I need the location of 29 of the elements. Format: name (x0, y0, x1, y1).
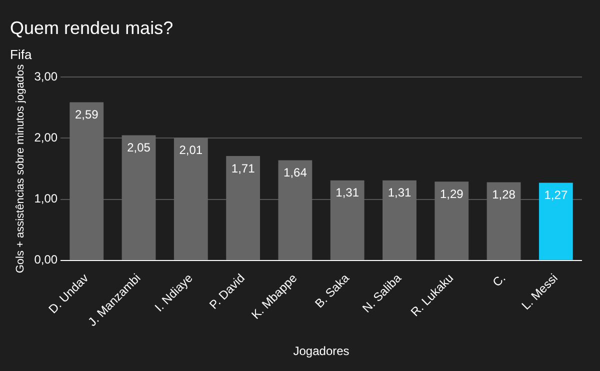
data-label: 1,64 (284, 166, 308, 180)
chart-subtitle: Fifa (10, 46, 32, 62)
y-tick-label: 2,00 (34, 130, 58, 145)
data-label: 1,29 (440, 186, 464, 201)
bar (330, 180, 364, 260)
y-tick-label: 0,00 (34, 252, 58, 267)
data-label: 1,31 (388, 186, 412, 200)
x-axis-title: Jogadores (293, 344, 350, 358)
data-label: 2,01 (179, 142, 203, 157)
chart-title: Quem rendeu mais? (10, 18, 174, 38)
bar (174, 138, 208, 260)
bar (278, 160, 312, 260)
y-axis-title: Gols + assistências sobre minutos jogados (14, 64, 27, 274)
data-label: 2,59 (74, 108, 99, 122)
bar (382, 180, 416, 260)
bar (486, 182, 521, 260)
data-label: 1,28 (492, 188, 516, 202)
data-label: 1,27 (544, 188, 568, 202)
x-tick-label: C. (490, 270, 508, 290)
y-tick-label: 3,00 (34, 70, 58, 84)
bar (70, 102, 104, 260)
y-tick-label: 1,00 (34, 192, 58, 206)
bar (122, 135, 156, 260)
bar (226, 156, 260, 260)
data-label: 1,31 (336, 186, 360, 200)
bar (434, 182, 469, 260)
bar (538, 182, 573, 260)
data-label: 2,05 (127, 140, 151, 154)
data-label: 1,71 (231, 161, 256, 176)
